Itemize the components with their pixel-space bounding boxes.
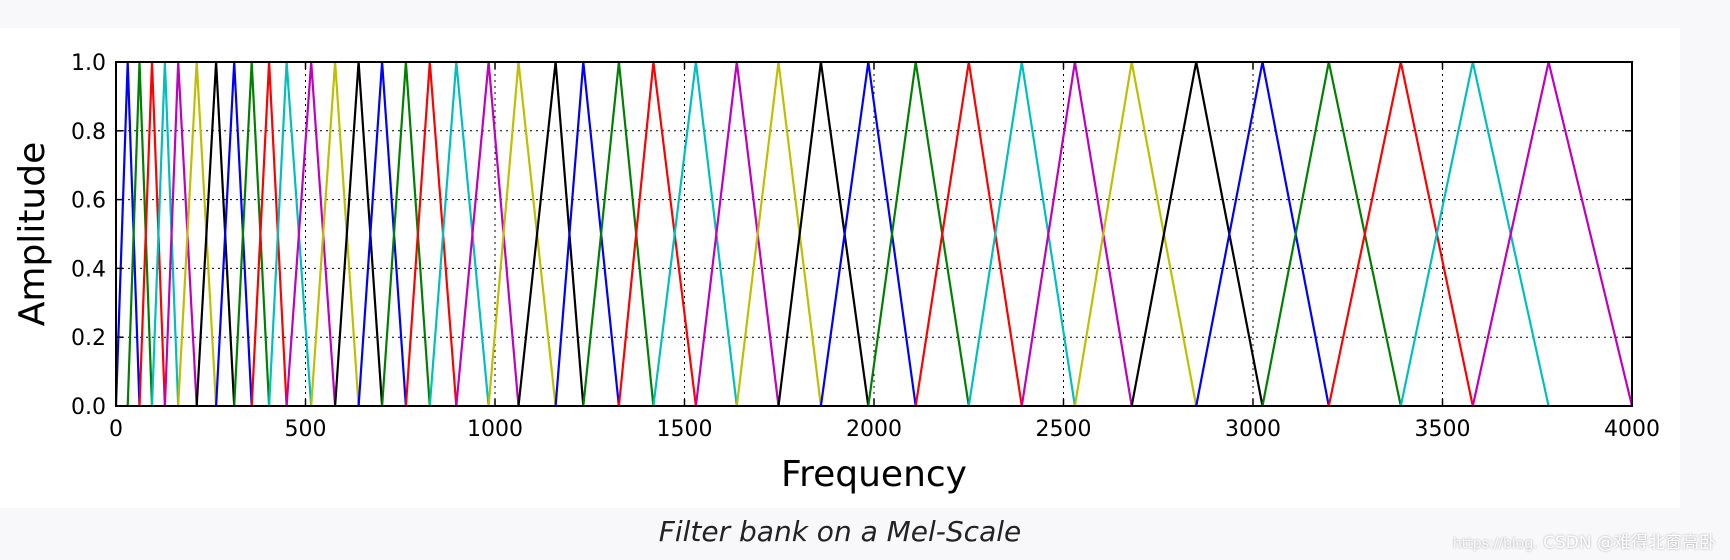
x-axis-label: Frequency: [781, 454, 967, 495]
y-tick-label: 0.2: [71, 326, 106, 351]
y-axis-label: Amplitude: [12, 142, 53, 326]
filter-6: [177, 61, 218, 407]
x-tick-label: 2000: [846, 417, 902, 442]
filter-32: [967, 61, 1076, 407]
filter-34: [1073, 61, 1198, 407]
filter-18: [428, 61, 490, 407]
filter-16: [381, 61, 431, 407]
x-tick-label: 500: [285, 417, 327, 442]
filter-30: [867, 61, 970, 407]
y-tick-label: 0.4: [71, 257, 106, 282]
filter-38: [1327, 61, 1474, 407]
filter-10: [250, 61, 288, 407]
filter-3: [138, 61, 166, 407]
figure-caption: Filter bank on a Mel-Scale: [658, 515, 1022, 548]
x-tick-label: 4000: [1604, 417, 1660, 442]
x-tick-label: 3500: [1415, 417, 1471, 442]
filter-14: [334, 61, 384, 407]
filter-1: [114, 61, 141, 407]
grid-layer: [116, 62, 1632, 406]
filter-9: [233, 61, 271, 407]
filter-26: [694, 61, 780, 407]
filter-13: [310, 61, 360, 407]
x-tick-label: 3000: [1225, 417, 1281, 442]
filter-31: [914, 61, 1023, 407]
x-tick-label: 1500: [657, 417, 713, 442]
filter-19: [455, 61, 520, 407]
x-tick-label: 0: [109, 417, 123, 442]
filter-37: [1261, 61, 1402, 407]
y-tick-label: 0.6: [71, 189, 106, 214]
y-tick-label: 0.0: [71, 395, 106, 420]
watermark: https://blog. CSDN @难得北窗高卧: [1453, 528, 1716, 553]
filter-22: [554, 61, 620, 407]
filter-28: [777, 61, 870, 407]
filter-36: [1195, 61, 1330, 407]
chart-figure: 0 500 1000 1500 2000 2500 3000 3500 4000 0.0 0.2 0.…: [0, 28, 1680, 508]
filter-25: [652, 61, 738, 407]
filter-4: [150, 61, 180, 407]
filter-8: [215, 61, 253, 407]
filter-29: [819, 61, 917, 407]
x-tick-label: 1000: [467, 417, 523, 442]
filter-12: [285, 61, 337, 407]
filter-17: [404, 61, 458, 407]
tick-layer: 0 500 1000 1500 2000 2500 3000 3500 4000 0.0 0.2 0.…: [71, 51, 1660, 442]
filter-24: [617, 61, 697, 407]
filter-39: [1399, 61, 1550, 407]
filter-2: [126, 61, 154, 407]
filter-33: [1020, 61, 1133, 407]
filter-15: [357, 61, 407, 407]
mel-filterbank-chart: 0 500 1000 1500 2000 2500 3000 3500 4000 0.0 0.2 0.…: [12, 51, 1660, 495]
filter-23: [582, 61, 655, 407]
y-tick-label: 0.8: [71, 120, 106, 145]
filter-7: [195, 61, 236, 407]
filter-35: [1130, 61, 1264, 407]
filter-40: [1471, 61, 1634, 407]
watermark-text: CSDN @难得北窗高卧: [1543, 533, 1716, 553]
filter-27: [735, 61, 822, 407]
series-layer: [114, 61, 1634, 407]
filter-20: [487, 61, 557, 407]
watermark-url: https://blog.: [1452, 536, 1538, 552]
plot-frame: [115, 61, 1633, 407]
x-tick-label: 2500: [1036, 417, 1092, 442]
y-tick-label: 1.0: [71, 51, 106, 76]
